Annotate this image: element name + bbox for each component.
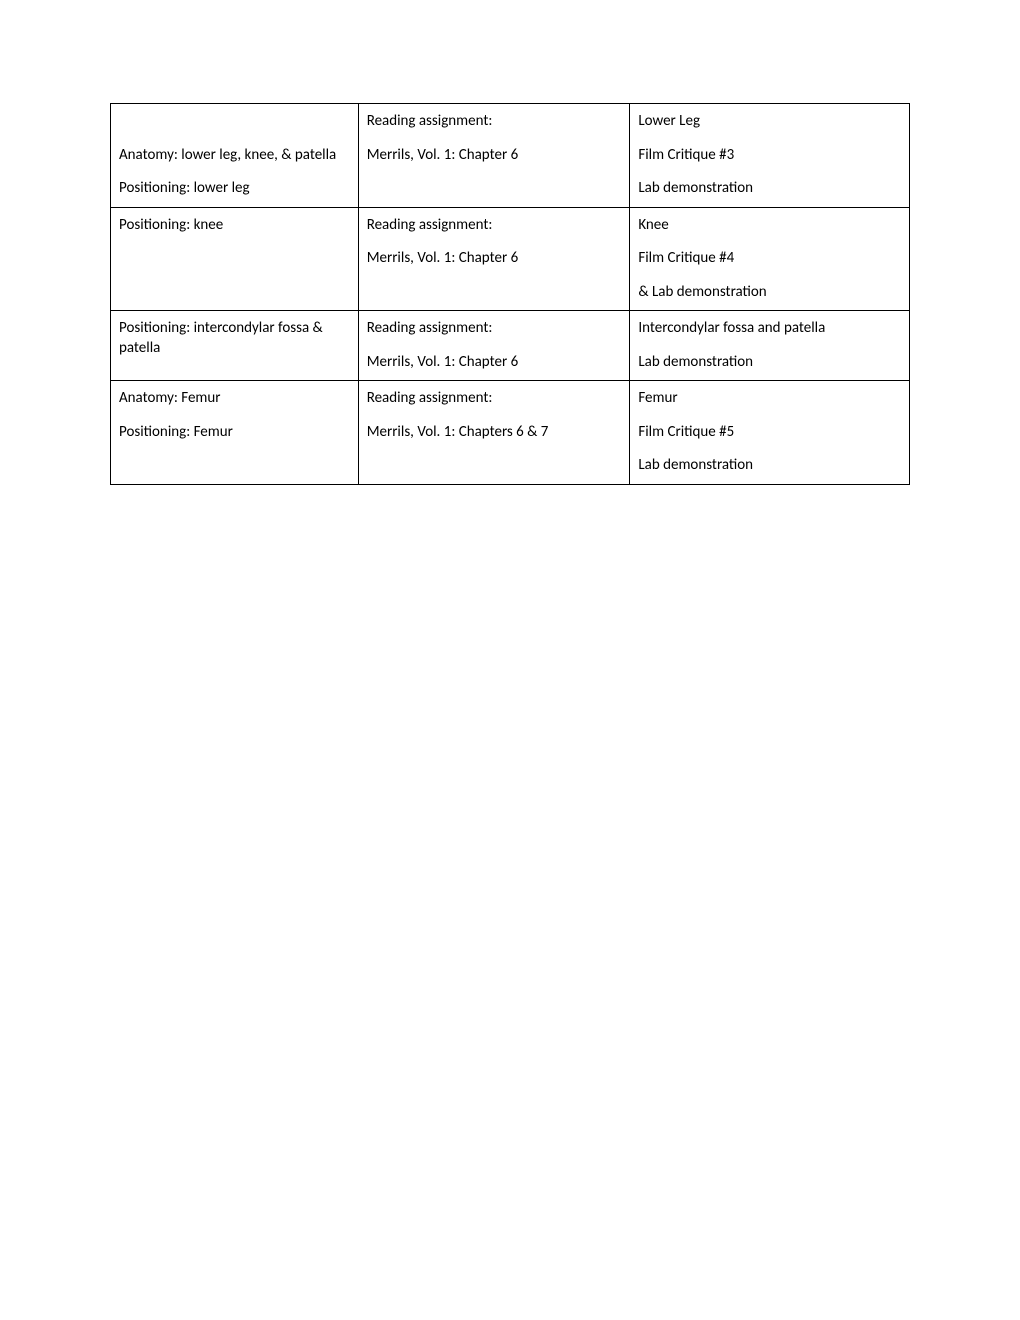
table-cell-reading: Reading assignment: Merrils, Vol. 1: Cha…	[358, 207, 630, 311]
cell-line: Anatomy: Femur	[119, 389, 350, 409]
cell-line: Positioning: knee	[119, 216, 350, 236]
cell-line: Knee	[638, 216, 901, 236]
cell-line: Anatomy: lower leg, knee, & patella	[119, 146, 350, 166]
table-cell-reading: Reading assignment: Merrils, Vol. 1: Cha…	[358, 311, 630, 381]
table-row: Positioning: intercondylar fossa & patel…	[111, 311, 910, 381]
cell-line: Film Critique #4	[638, 249, 901, 269]
cell-line: Positioning: lower leg	[119, 179, 350, 199]
table-cell-activity: Lower Leg Film Critique #3 Lab demonstra…	[630, 104, 910, 208]
cell-line: Merrils, Vol. 1: Chapters 6 & 7	[367, 423, 622, 443]
table-cell-topic: Positioning: intercondylar fossa & patel…	[111, 311, 359, 381]
cell-line: Film Critique #5	[638, 423, 901, 443]
table-cell-topic: Anatomy: lower leg, knee, & patella Posi…	[111, 104, 359, 208]
schedule-table: Anatomy: lower leg, knee, & patella Posi…	[110, 103, 910, 485]
table-row: Anatomy: lower leg, knee, & patella Posi…	[111, 104, 910, 208]
table-row: Anatomy: Femur Positioning: Femur Readin…	[111, 381, 910, 485]
cell-line: Reading assignment:	[367, 319, 622, 339]
cell-line: Intercondylar fossa and patella	[638, 319, 901, 339]
cell-line: & Lab demonstration	[638, 283, 901, 303]
cell-line: Merrils, Vol. 1: Chapter 6	[367, 249, 622, 269]
cell-line: Merrils, Vol. 1: Chapter 6	[367, 353, 622, 373]
table-cell-activity: Knee Film Critique #4 & Lab demonstratio…	[630, 207, 910, 311]
table-cell-reading: Reading assignment: Merrils, Vol. 1: Cha…	[358, 381, 630, 485]
cell-line: Femur	[638, 389, 901, 409]
cell-line: Merrils, Vol. 1: Chapter 6	[367, 146, 622, 166]
table-row: Positioning: knee Reading assignment: Me…	[111, 207, 910, 311]
cell-line: Reading assignment:	[367, 389, 622, 409]
cell-line: Lower Leg	[638, 112, 901, 132]
table-cell-activity: Intercondylar fossa and patella Lab demo…	[630, 311, 910, 381]
cell-line: Reading assignment:	[367, 216, 622, 236]
cell-line: Positioning: intercondylar fossa & patel…	[119, 319, 350, 358]
cell-line: Lab demonstration	[638, 353, 901, 373]
cell-line: Reading assignment:	[367, 112, 622, 132]
table-cell-reading: Reading assignment: Merrils, Vol. 1: Cha…	[358, 104, 630, 208]
cell-line: Film Critique #3	[638, 146, 901, 166]
table-cell-topic: Positioning: knee	[111, 207, 359, 311]
cell-line	[119, 112, 350, 132]
table-cell-activity: Femur Film Critique #5 Lab demonstration	[630, 381, 910, 485]
cell-line: Positioning: Femur	[119, 423, 350, 443]
cell-line: Lab demonstration	[638, 179, 901, 199]
cell-line: Lab demonstration	[638, 456, 901, 476]
table-cell-topic: Anatomy: Femur Positioning: Femur	[111, 381, 359, 485]
